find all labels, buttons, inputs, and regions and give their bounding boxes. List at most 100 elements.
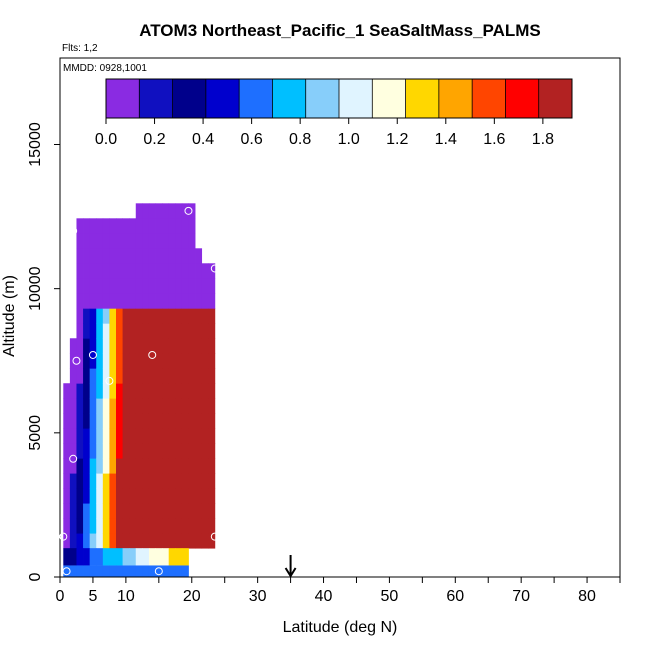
heat-cell: [155, 353, 163, 369]
heat-cell: [175, 368, 183, 384]
heat-cell: [135, 278, 143, 294]
heat-cell: [175, 458, 183, 474]
heat-cell: [116, 443, 123, 459]
heat-cell: [122, 398, 130, 414]
heat-cell: [175, 203, 183, 219]
heat-cell: [76, 263, 84, 279]
heat-cell: [96, 323, 104, 339]
heat-cell: [122, 413, 130, 429]
sample-point: [210, 532, 219, 541]
heat-cell: [142, 398, 150, 414]
heat-cell: [142, 518, 150, 534]
heat-cell: [175, 233, 183, 249]
heat-cell: [63, 413, 71, 429]
heat-cell: [116, 233, 123, 249]
heat-cell: [83, 278, 91, 294]
heat-cell: [109, 278, 117, 294]
heat-cell: [96, 218, 104, 234]
heat-cell: [148, 398, 156, 414]
heat-cell: [96, 353, 104, 369]
heat-cell: [102, 565, 110, 577]
heat-cell: [122, 428, 130, 444]
colorbar-tick-label: 0.6: [241, 131, 263, 148]
heat-cell: [83, 458, 91, 474]
heat-cell: [168, 353, 176, 369]
heat-cell: [181, 293, 189, 309]
heat-cell: [188, 383, 196, 399]
heat-cell: [69, 428, 77, 444]
heat-cell: [69, 503, 77, 519]
heat-cell: [208, 413, 216, 429]
heat-cell: [195, 518, 203, 534]
heat-cell: [168, 548, 176, 566]
heat-cell: [201, 488, 209, 504]
heat-cell: [162, 533, 170, 549]
heat-cell: [129, 428, 137, 444]
heat-cell: [122, 473, 130, 489]
heat-cell: [76, 533, 84, 549]
heat-cell: [155, 565, 163, 577]
heat-cell: [69, 565, 77, 577]
heat-cell: [181, 428, 189, 444]
heat-cell: [129, 338, 137, 354]
heat-cell: [129, 383, 137, 399]
heat-cell: [102, 518, 110, 534]
heat-cell: [129, 473, 137, 489]
heat-cell: [76, 293, 84, 309]
heat-cell: [155, 278, 163, 294]
heat-cell: [188, 263, 196, 279]
heat-cell: [135, 368, 143, 384]
x-axis: 0 5 10 20 30 40 50 60 70 80: [56, 577, 621, 605]
heat-cell: [175, 353, 183, 369]
heat-cell: [109, 398, 117, 414]
heat-cell: [76, 548, 84, 566]
heat-cell: [116, 503, 123, 519]
heat-cell: [148, 368, 156, 384]
heat-cell: [116, 565, 123, 577]
heat-cell: [175, 428, 183, 444]
heat-cell: [195, 533, 203, 549]
heat-cell: [188, 323, 196, 339]
y-axis: 0 5000 10000 15000: [27, 122, 60, 581]
sample-point: [148, 350, 157, 359]
heat-cell: [135, 323, 143, 339]
heat-cell: [76, 248, 84, 264]
heat-cell: [142, 413, 150, 429]
heat-cell: [188, 518, 196, 534]
sample-points: [59, 206, 219, 576]
heat-cell: [116, 323, 123, 339]
heat-cell: [135, 353, 143, 369]
colorbar-swatch: [472, 79, 506, 118]
heat-cell: [83, 353, 91, 369]
heat-cell: [102, 338, 110, 354]
heat-cell: [162, 353, 170, 369]
heat-cell: [162, 548, 170, 566]
heat-cell: [76, 488, 84, 504]
heat-cell: [129, 293, 137, 309]
heat-cell: [181, 518, 189, 534]
heat-cell: [76, 428, 84, 444]
heat-cell: [175, 503, 183, 519]
colorbar-swatch: [106, 79, 140, 118]
chart-title: ATOM3 Northeast_Pacific_1 SeaSaltMass_PA…: [139, 21, 541, 40]
heat-cell: [129, 278, 137, 294]
heat-cell: [162, 473, 170, 489]
heat-cell: [135, 263, 143, 279]
heat-cell: [122, 308, 130, 324]
heat-cell: [102, 488, 110, 504]
heat-cell: [116, 413, 123, 429]
x-tick-label: 50: [381, 588, 399, 605]
heat-cell: [148, 533, 156, 549]
heat-cell: [109, 353, 117, 369]
heat-cell: [96, 488, 104, 504]
heat-cell: [122, 278, 130, 294]
heat-cell: [208, 473, 216, 489]
heat-cell: [142, 263, 150, 279]
colorbar-tick-label: 1.2: [386, 131, 408, 148]
heat-cell: [168, 473, 176, 489]
x-tick-label: 30: [249, 588, 267, 605]
heat-cell: [69, 443, 77, 459]
heat-cell: [89, 338, 97, 354]
heat-cell: [116, 308, 123, 324]
heat-cell: [181, 413, 189, 429]
